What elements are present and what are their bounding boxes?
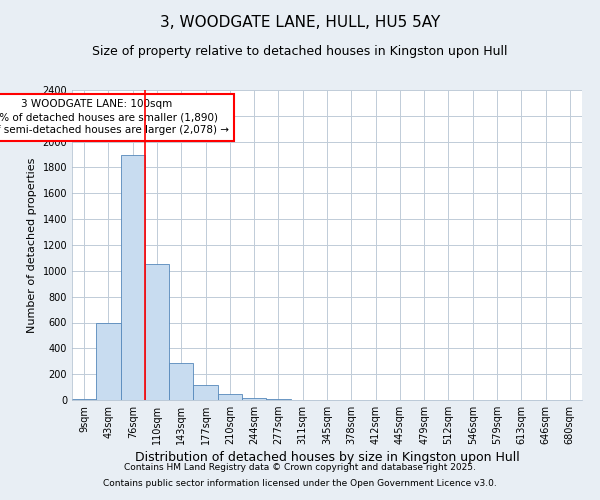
X-axis label: Distribution of detached houses by size in Kingston upon Hull: Distribution of detached houses by size … bbox=[134, 452, 520, 464]
Bar bbox=[145, 264, 169, 400]
Bar bbox=[242, 398, 266, 400]
Bar bbox=[121, 154, 145, 400]
Text: Contains HM Land Registry data © Crown copyright and database right 2025.: Contains HM Land Registry data © Crown c… bbox=[124, 464, 476, 472]
Text: 3, WOODGATE LANE, HULL, HU5 5AY: 3, WOODGATE LANE, HULL, HU5 5AY bbox=[160, 15, 440, 30]
Bar bbox=[169, 362, 193, 400]
Y-axis label: Number of detached properties: Number of detached properties bbox=[27, 158, 37, 332]
Text: Size of property relative to detached houses in Kingston upon Hull: Size of property relative to detached ho… bbox=[92, 45, 508, 58]
Bar bbox=[96, 322, 121, 400]
Bar bbox=[193, 385, 218, 400]
Text: Contains public sector information licensed under the Open Government Licence v3: Contains public sector information licen… bbox=[103, 478, 497, 488]
Bar bbox=[218, 394, 242, 400]
Bar bbox=[72, 398, 96, 400]
Text: 3 WOODGATE LANE: 100sqm
← 47% of detached houses are smaller (1,890)
52% of semi: 3 WOODGATE LANE: 100sqm ← 47% of detache… bbox=[0, 99, 229, 136]
